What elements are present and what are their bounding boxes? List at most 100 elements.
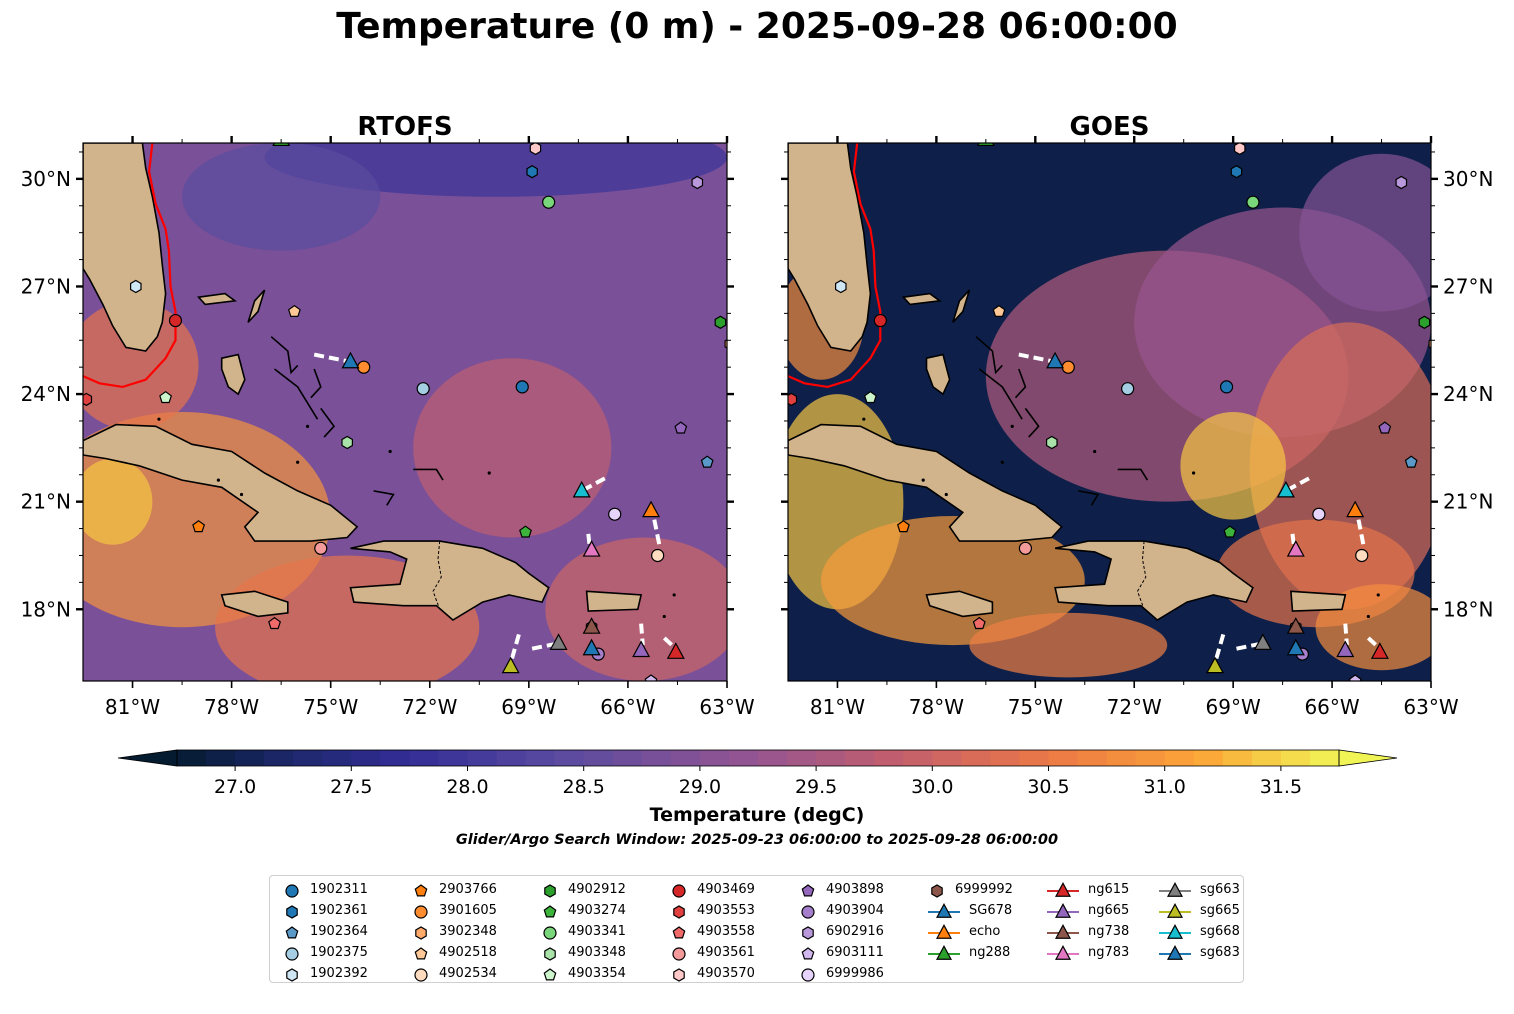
legend-item: 3902348 [411, 921, 497, 942]
legend-item: sg683 [1158, 942, 1240, 963]
legend-item: 4902518 [411, 942, 497, 963]
x-tick-label: 66°W [1304, 695, 1359, 719]
legend-marker [1166, 944, 1184, 960]
legend-marker [544, 883, 556, 898]
legend-label: 1902311 [310, 882, 368, 897]
colorbar-segment [1251, 750, 1282, 766]
glider-marker [1206, 656, 1225, 674]
map-frame [787, 142, 1432, 682]
island-exuma [978, 368, 1023, 420]
glider-marker [272, 143, 291, 147]
legend-marker [286, 967, 298, 982]
legend-label: 1902364 [310, 924, 368, 939]
legend-item: 4903469 [669, 879, 755, 900]
legend-marker [935, 944, 953, 960]
colorbar-segment [787, 750, 817, 766]
argo-float-marker [314, 541, 328, 555]
argo-float-marker [1404, 455, 1418, 468]
legend-label: 4903354 [568, 966, 626, 981]
x-tick-label: 75°W [1008, 695, 1063, 719]
land-andros [925, 353, 951, 396]
legend-label: 2903766 [439, 882, 497, 897]
legend-marker-icon [928, 902, 960, 918]
colorbar-segment [438, 750, 469, 766]
legend-marker [672, 925, 686, 938]
legend-label: sg663 [1200, 882, 1240, 897]
legend-label: echo [969, 924, 1001, 939]
argo-float-marker [159, 390, 173, 404]
legend-marker-icon [543, 925, 557, 940]
legend-marker [1166, 902, 1184, 918]
colorbar-segment [1280, 750, 1311, 766]
x-tick-label: 72°W [1107, 695, 1162, 719]
legend-item: 4903558 [669, 921, 755, 942]
x-tick-label: 63°W [699, 695, 754, 719]
figure-title: Temperature (0 m) - 2025-09-28 06:00:00 [336, 6, 1178, 47]
island-caicos [1117, 468, 1149, 481]
colorbar-tick-label: 29.5 [795, 776, 837, 798]
legend-marker [414, 946, 428, 959]
legend-marker-icon [931, 883, 943, 898]
legend-marker-icon [1047, 881, 1079, 897]
colorbar-tick-label: 28.0 [446, 776, 488, 798]
legend-label: 6903111 [826, 945, 884, 960]
legend-marker-icon [285, 883, 299, 898]
legend-label: 4903570 [697, 966, 755, 981]
colorbar-tick-label: 30.5 [1027, 776, 1069, 798]
legend-label: 4903898 [826, 882, 884, 897]
islet [296, 460, 300, 464]
colorbar-segment [1309, 750, 1340, 766]
legend-item: 1902311 [282, 879, 368, 900]
legend-item: sg665 [1158, 900, 1240, 921]
legend-marker [673, 904, 685, 919]
legend-marker-icon [801, 946, 815, 959]
glider-marker [1286, 617, 1305, 634]
glider-marker [1253, 633, 1272, 650]
island-long-is [320, 407, 336, 438]
colorbar-segment [293, 750, 323, 766]
argo-float-marker [529, 143, 542, 156]
island-cat [310, 368, 322, 399]
glider-track [1213, 633, 1226, 664]
islet [1000, 460, 1004, 464]
legend-label: 4903274 [568, 903, 626, 918]
glider-marker [632, 640, 651, 658]
land-puerto-rico [585, 590, 643, 612]
colorbar-segment [351, 750, 381, 766]
legend-label: 4903561 [697, 945, 755, 960]
argo-float-marker [168, 313, 183, 328]
legend-label: 1902361 [310, 903, 368, 918]
glider-track [1356, 519, 1366, 546]
colorbar-segment [496, 750, 527, 766]
island-caicos [413, 468, 444, 481]
argo-float-marker [1378, 421, 1392, 434]
x-tick-label: 66°W [600, 695, 655, 719]
legend-label: 4903341 [568, 924, 626, 939]
glider-track [586, 533, 592, 549]
legend-marker [935, 923, 953, 939]
colorbar-extend-high [1338, 749, 1398, 767]
temperature-patch [969, 612, 1168, 678]
land-puerto-rico [1290, 590, 1347, 612]
islet [216, 478, 221, 482]
legend-item: 4903570 [669, 963, 755, 984]
legend-label: 6999986 [826, 966, 884, 981]
legend-marker-icon [802, 925, 814, 940]
argo-float-marker [651, 548, 665, 563]
panel-title: GOES [1070, 112, 1150, 142]
legend-marker-icon [414, 967, 428, 982]
x-tick-label: 63°W [1403, 695, 1458, 719]
legend-marker [1054, 881, 1072, 897]
x-tick-label: 81°W [105, 695, 160, 719]
argo-float-marker [644, 674, 658, 681]
x-tick-label: 72°W [402, 695, 457, 719]
legend-marker-icon [672, 883, 686, 898]
legend-item: echo [927, 921, 1013, 942]
colorbar-label: Temperature (degC) [650, 804, 865, 826]
island-long-is [1024, 407, 1040, 438]
y-tick-label: 21°N [1443, 490, 1493, 514]
land-florida [788, 143, 872, 352]
argo-float-marker [341, 435, 353, 450]
x-tick-label: 69°W [1206, 695, 1261, 719]
colorbar-segment [583, 750, 614, 766]
